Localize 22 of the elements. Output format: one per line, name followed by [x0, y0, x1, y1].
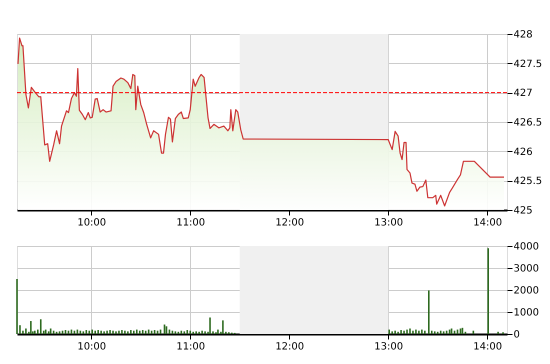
- y-tick-label: 2000: [514, 286, 539, 296]
- y-tick-label: 0: [514, 330, 520, 340]
- y-tick-label: 425.5: [514, 176, 542, 188]
- y-tick-label: 426: [514, 146, 533, 158]
- y-tick-label: 1000: [514, 308, 539, 318]
- x-tick-label: 14:00: [473, 218, 502, 228]
- x-tick-label: 14:00: [473, 342, 502, 352]
- y-tick-label: 428: [514, 30, 533, 40]
- x-tick-label: 13:00: [374, 218, 404, 228]
- x-tick-label: 11:00: [176, 218, 206, 228]
- x-tick-label: 10:00: [77, 342, 106, 352]
- x-tick-label: 13:00: [374, 342, 404, 352]
- x-tick-label: 12:00: [275, 342, 304, 352]
- y-tick-label: 426.5: [514, 118, 542, 128]
- y-tick-label: 427.5: [514, 58, 542, 70]
- y-tick-label: 3000: [514, 264, 539, 274]
- y-tick-label: 425: [514, 206, 533, 216]
- y-tick-label: 427: [514, 88, 533, 100]
- x-tick-label: 10:00: [77, 218, 106, 228]
- y-tick-label: 4000: [514, 242, 539, 252]
- x-tick-label: 12:00: [275, 218, 304, 228]
- x-tick-label: 11:00: [176, 342, 206, 352]
